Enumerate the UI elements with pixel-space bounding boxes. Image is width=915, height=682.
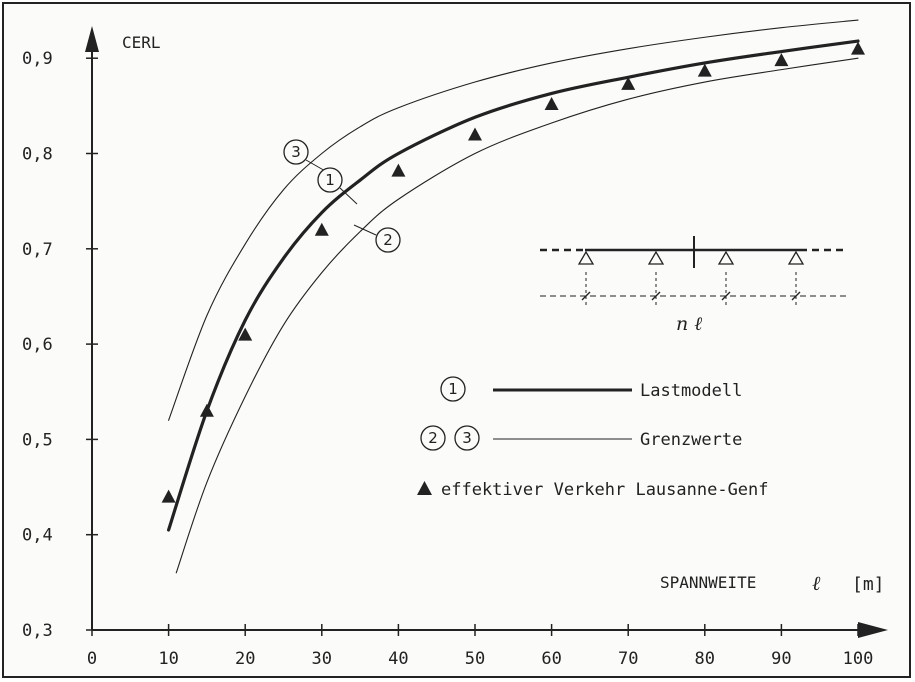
support-triangle-icon — [717, 250, 735, 265]
dimension-tick — [721, 291, 731, 301]
y-tick-label: 0,7 — [22, 240, 53, 260]
x-axis-title: SPANNWEITE ℓ [m] — [660, 571, 885, 595]
data-points — [161, 41, 865, 503]
curve-callouts: 3 1 2 — [283, 139, 401, 253]
dimension-tick — [791, 291, 801, 301]
dimension-tick — [651, 291, 661, 301]
data-point-triangle — [391, 163, 406, 177]
y-tick-label: 0,5 — [22, 430, 53, 450]
callout-leader-2 — [353, 224, 377, 236]
x-axis-title-symbol: ℓ — [812, 571, 821, 595]
x-tick-label: 20 — [235, 649, 255, 669]
legend-item-effektiv: effektiver Verkehr Lausanne-Genf — [417, 480, 769, 500]
x-ticks: 0 10 20 30 40 50 60 70 80 90 100 — [87, 624, 873, 669]
y-tick-label: 0,3 — [22, 621, 53, 641]
data-point-triangle — [697, 63, 712, 77]
curves — [167, 19, 860, 574]
dimension-ticks — [581, 272, 801, 306]
data-point-triangle — [238, 327, 253, 341]
legend-triangle-icon — [417, 481, 432, 495]
data-point-triangle — [774, 53, 789, 67]
x-tick-label: 40 — [388, 649, 408, 669]
inset-label: n ℓ — [676, 313, 702, 335]
inset-beam-diagram: n ℓ — [540, 236, 846, 335]
callout-leader-1 — [339, 187, 358, 205]
x-tick-label: 60 — [541, 649, 561, 669]
callout-circle-2 — [375, 227, 401, 253]
curve-3 — [168, 19, 859, 421]
callout-number-3: 3 — [291, 143, 301, 161]
y-tick-label: 0,9 — [22, 49, 53, 69]
y-tick-label: 0,6 — [22, 335, 53, 355]
callout-number-1: 1 — [325, 171, 335, 189]
x-axis-title-unit: [m] — [852, 574, 885, 595]
data-point-triangle — [199, 403, 214, 417]
x-tick-label: 0 — [87, 649, 97, 669]
legend-text-effektiv: effektiver Verkehr Lausanne-Genf — [441, 480, 769, 500]
legend-number-2: 2 — [428, 429, 438, 447]
legend: 1 Lastmodell 2 3 Grenzwerte effektiver V… — [417, 376, 769, 500]
callout-circle-1 — [317, 167, 343, 193]
x-axis-arrow-icon — [858, 622, 888, 638]
y-axis-arrow-icon — [85, 26, 99, 52]
callout-circle-3 — [283, 139, 309, 165]
curve-1 — [167, 39, 860, 532]
data-point-triangle — [161, 489, 176, 503]
legend-text-grenzwerte: Grenzwerte — [640, 430, 742, 450]
y-axis-title: CERL — [122, 33, 161, 52]
support-triangle-icon — [577, 250, 595, 265]
data-point-triangle — [314, 222, 329, 236]
data-point-triangle — [468, 127, 482, 141]
data-point-triangle — [544, 96, 559, 110]
legend-text-lastmodell: Lastmodell — [640, 381, 742, 401]
x-tick-label: 50 — [465, 649, 485, 669]
legend-circle-3 — [454, 425, 480, 451]
data-point-triangle — [621, 76, 636, 90]
x-tick-label: 70 — [618, 649, 638, 669]
x-tick-label: 30 — [312, 649, 332, 669]
curve-2 — [175, 57, 859, 574]
support-triangle-icon — [787, 250, 805, 265]
support-triangle-icon — [647, 250, 665, 265]
supports — [577, 250, 805, 265]
legend-circle-2 — [420, 425, 446, 451]
legend-item-lastmodell: 1 Lastmodell — [440, 376, 742, 402]
y-ticks: 0,3 0,4 0,5 0,6 0,7 0,8 0,9 — [22, 49, 98, 641]
callout-number-2: 2 — [383, 231, 393, 249]
legend-circle-1 — [440, 376, 466, 402]
dimension-tick — [581, 291, 591, 301]
x-tick-label: 100 — [843, 649, 874, 669]
axes — [85, 26, 888, 638]
x-tick-label: 10 — [158, 649, 178, 669]
data-point-triangle — [851, 41, 865, 55]
y-tick-label: 0,4 — [22, 526, 53, 546]
legend-number-1: 1 — [448, 380, 458, 398]
y-tick-label: 0,8 — [22, 145, 53, 165]
x-tick-label: 90 — [771, 649, 791, 669]
legend-number-3: 3 — [462, 429, 472, 447]
x-axis-title-text: SPANNWEITE — [660, 573, 756, 592]
legend-item-grenzwerte: 2 3 Grenzwerte — [420, 425, 742, 451]
x-tick-label: 80 — [695, 649, 715, 669]
